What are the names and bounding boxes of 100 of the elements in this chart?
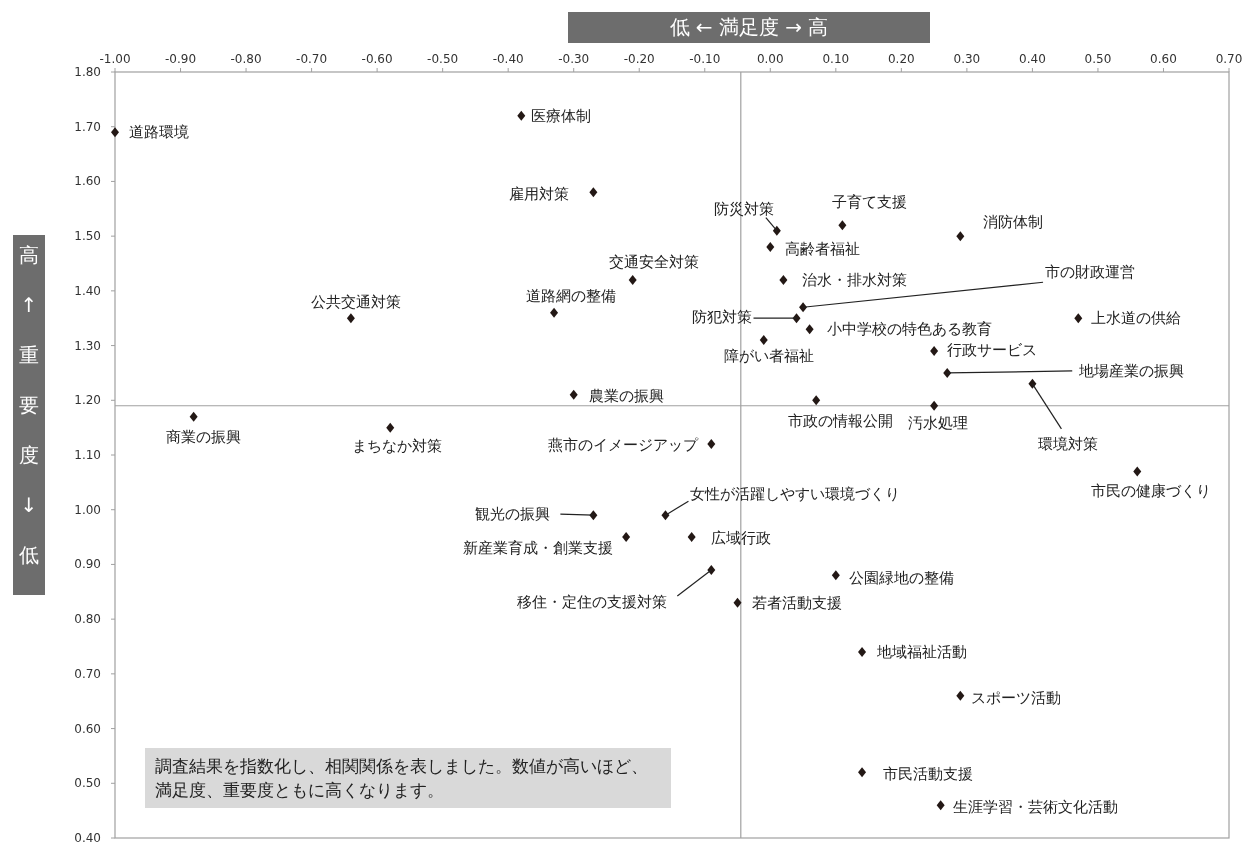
point <box>517 110 526 121</box>
x-tick-label: -0.90 <box>165 52 197 66</box>
x-tick-label: 0.00 <box>756 52 784 66</box>
point <box>550 307 559 318</box>
point <box>858 767 867 778</box>
point <box>589 187 598 198</box>
annotation: 女性が活躍しやすい環境づくり <box>690 485 901 504</box>
point <box>346 313 355 324</box>
point <box>1028 378 1037 389</box>
annotation: 医療体制 <box>531 106 592 125</box>
annotation: 上水道の供給 <box>1091 309 1182 328</box>
annotation: 防犯対策 <box>691 308 752 327</box>
y-tick-label: 1.50 <box>74 229 101 244</box>
point <box>622 532 631 543</box>
x-tick-label: 0.30 <box>953 52 981 66</box>
x-tick-label: -0.40 <box>492 52 524 66</box>
y-tick-label: 0.40 <box>74 831 101 845</box>
point <box>189 411 198 422</box>
x-tick-label: -0.50 <box>427 52 459 66</box>
point <box>805 324 814 335</box>
annotation: 環境対策 <box>1038 434 1099 453</box>
point <box>956 690 965 701</box>
x-tick-label: -0.20 <box>623 52 655 66</box>
point <box>858 646 867 657</box>
x-tick-label: -0.30 <box>558 52 590 66</box>
point <box>766 242 775 253</box>
point <box>707 439 716 450</box>
point <box>569 389 578 400</box>
y-tick-label: 0.50 <box>74 776 101 791</box>
annotation: スポーツ活動 <box>971 688 1062 707</box>
point <box>628 274 637 285</box>
y-tick-label: 1.60 <box>74 174 101 189</box>
point <box>779 274 788 285</box>
annotation: 地場産業の振興 <box>1078 361 1185 380</box>
annotation: 調査結果を指数化し、相関関係を表しました。数値が高いほど、満足度、重要度ともに高くなります。 <box>145 748 671 808</box>
annotation: 市の財政運営 <box>1045 263 1136 282</box>
annotation: 市民の健康づくり <box>1091 482 1212 501</box>
y-tick-label: 0.60 <box>74 721 101 736</box>
x-tick-label: 0.10 <box>822 52 850 66</box>
point <box>792 313 801 324</box>
y-tick-label: 1.10 <box>74 448 101 462</box>
point <box>386 422 395 433</box>
annotation: まちなか対策 <box>352 436 443 455</box>
x-tick-label: -0.70 <box>296 52 328 66</box>
y-tick-label: 1.00 <box>74 502 101 517</box>
annotation: 新産業育成・創業支援 <box>463 539 614 558</box>
text: 高 ↑ 重要度 ↓ 低 <box>19 243 39 567</box>
annotation: 市政の情報公開 <box>788 412 894 431</box>
point <box>1133 466 1142 477</box>
annotation: 道路網の整備 <box>526 286 617 305</box>
x-tick-label: 0.70 <box>1215 52 1243 66</box>
point <box>812 395 821 406</box>
annotation: 商業の振興 <box>166 427 242 446</box>
annotation: 若者活動支援 <box>751 593 842 612</box>
annotation: 移住・定住の支援対策 <box>517 592 668 611</box>
annotation: 消防体制 <box>983 213 1044 232</box>
y-tick-label: 1.40 <box>74 283 101 298</box>
annotation: 防災対策 <box>713 199 774 218</box>
y-tick-label: 0.80 <box>74 612 101 627</box>
point <box>936 800 945 811</box>
annotation: 公共交通対策 <box>310 293 401 312</box>
annotation: 雇用対策 <box>509 185 570 204</box>
point <box>111 127 119 138</box>
point <box>772 225 781 236</box>
annotation: 市民活動支援 <box>883 765 974 784</box>
point <box>956 231 965 242</box>
x-tick-label: 0.40 <box>1019 52 1046 66</box>
annotation: 治水・排水対策 <box>802 270 908 289</box>
annotation: 高齢者福祉 <box>785 240 861 259</box>
x-tick-label: -0.60 <box>361 52 393 66</box>
annotation: 観光の振興 <box>475 505 551 524</box>
point <box>661 510 670 521</box>
annotation: 子育て支援 <box>832 193 908 212</box>
x-tick-label: 0.20 <box>887 52 915 66</box>
x-tick-label: -0.80 <box>230 52 262 66</box>
point <box>1074 313 1083 324</box>
annotation: 農業の振興 <box>588 386 664 405</box>
annotation: 行政サービス <box>947 341 1038 360</box>
annotation: 公園緑地の整備 <box>848 569 954 588</box>
annotation: 障がい者福祉 <box>723 347 814 366</box>
x-tick-label: 0.50 <box>1084 52 1112 66</box>
point <box>687 532 696 543</box>
annotation: 道路環境 <box>129 123 189 142</box>
y-tick-label: 0.90 <box>74 557 101 572</box>
annotation: 交通安全対策 <box>608 252 699 271</box>
x-tick-label: -0.10 <box>689 52 721 66</box>
y-tick-label: 1.20 <box>74 393 101 408</box>
point <box>930 346 939 357</box>
y-tick-label: 1.80 <box>74 65 101 79</box>
x-tick-label: 0.60 <box>1150 52 1177 66</box>
y-tick-label: 1.30 <box>74 338 101 353</box>
point <box>838 220 847 231</box>
x-axis-title: 低 ← 満足度 → 高 <box>669 15 829 39</box>
y-tick-label: 0.70 <box>74 666 101 681</box>
annotation: 生涯学習・芸術文化活動 <box>952 798 1118 817</box>
point <box>831 570 840 581</box>
y-tick-label: 1.70 <box>74 119 101 134</box>
annotation: 汚水処理 <box>908 413 969 432</box>
point <box>759 335 768 346</box>
x-tick-label: -1.00 <box>99 52 131 66</box>
